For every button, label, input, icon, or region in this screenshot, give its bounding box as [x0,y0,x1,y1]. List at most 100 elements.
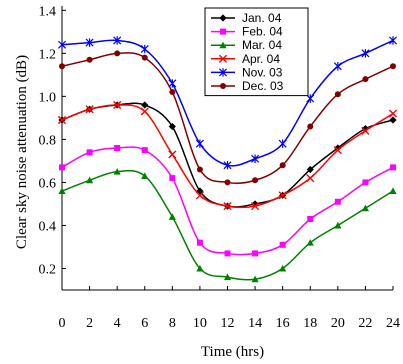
legend-marker [220,28,226,35]
y-tick-label: 0.8 [39,133,57,148]
data-point [113,168,121,175]
axis-ticks: 0.20.40.60.81.01.21.40 2 4 6 8 10 12 14 16 18 20 22… [39,4,401,331]
data-point [334,144,342,152]
data-point [168,122,176,131]
data-point [251,200,259,208]
data-point [306,165,314,174]
data-point [58,187,66,195]
data-point [113,100,122,110]
x-tick-label: 24 [386,316,400,331]
data-point [59,164,65,171]
data-point [388,109,398,118]
legend-marker [220,83,226,89]
data-point [168,213,176,220]
data-point [334,221,342,229]
data-point [114,145,121,151]
data-point [361,126,370,135]
x-tick-label: 2 [86,316,93,331]
x-tick-label: 8 [169,316,176,331]
y-tick-label: 1.4 [39,4,57,19]
data-point [169,175,176,182]
data-point [306,239,314,246]
data-point [223,201,232,211]
legend-label: Dec. 03 [242,79,284,93]
data-point [334,91,341,98]
x-tick-label: 20 [331,316,345,331]
x-tick-label: 16 [276,316,290,331]
legend-label: Apr. 04 [242,52,280,66]
legend-box [204,7,309,97]
data-point [168,79,177,88]
data-point [361,49,370,58]
series-dec-03 [59,50,396,186]
series-line [61,169,394,281]
legend-marker [219,14,227,22]
data-point [196,166,203,173]
data-point [250,201,260,211]
legend-item: Nov. 03 [211,65,283,79]
y-axis-title: Clear sky noise attenuation (dB) [14,55,30,249]
series-line [61,102,394,208]
data-point [306,174,315,183]
data-point [333,146,342,155]
data-point [57,40,67,49]
data-point [114,50,121,57]
data-point [113,36,122,45]
y-tick-label: 0.6 [39,176,57,191]
legend-item: Jan. 04 [211,11,282,25]
data-point [223,273,232,281]
y-tick-label: 1.2 [39,47,57,62]
data-point [252,250,259,257]
data-point [224,250,231,257]
data-point [85,105,94,114]
data-point [279,264,287,272]
legend-label: Jan. 04 [242,11,282,25]
series-mar-04 [58,168,397,283]
legend-marker [218,54,228,63]
data-point [279,241,286,248]
x-tick-label: 12 [221,316,235,331]
data-point [141,147,148,154]
x-tick-label: 18 [303,316,317,331]
data-point [278,191,287,200]
data-point [196,264,204,272]
data-point [141,101,149,109]
data-point [85,38,94,47]
data-point [141,54,148,61]
data-point [362,76,369,83]
data-point [252,177,259,184]
data-point [59,63,65,70]
data-point [307,123,314,130]
legend-item: Apr. 04 [211,52,280,66]
legend-label: Mar. 04 [242,38,282,52]
data-point [389,187,397,195]
legend-label: Nov. 03 [242,65,283,79]
legend-item: Dec. 03 [211,79,284,93]
data-point [279,162,286,169]
data-point [361,125,370,133]
data-point [388,36,398,45]
x-tick-label: 14 [248,316,262,331]
series-apr-04 [57,100,398,211]
data-point [333,62,342,71]
x-tick-label: 10 [193,316,207,331]
y-tick-label: 1.0 [39,90,57,105]
legend-item: Mar. 04 [211,38,282,52]
data-point [223,161,232,170]
y-tick-label: 0.2 [39,262,57,277]
data-point [196,239,203,246]
data-point [334,198,341,205]
data-point [57,115,67,125]
data-point [390,164,396,171]
data-point [278,139,287,148]
data-point [140,107,149,116]
data-point [86,56,93,63]
series-feb-04 [59,145,396,257]
data-point [168,150,177,159]
data-point [85,176,94,184]
x-axis-title: Time (hrs) [201,344,264,360]
data-point [307,216,314,222]
legend-item: Feb. 04 [211,25,283,39]
